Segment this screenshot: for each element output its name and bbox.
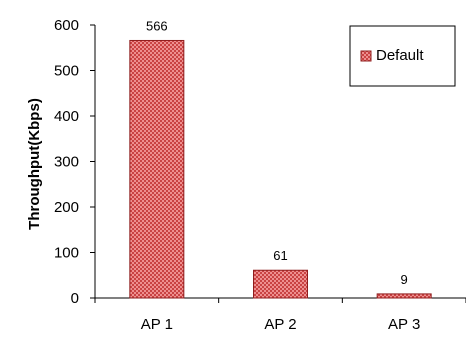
y-tick-label: 600 xyxy=(54,17,79,34)
data-label: 566 xyxy=(146,18,168,33)
legend-swatch xyxy=(360,50,372,62)
y-axis-title: Throughput(Kbps) xyxy=(26,98,43,230)
labels: 0 100 200 300 400 500 600 566 AP 1 61 AP 2 9 AP 3 xyxy=(54,17,420,333)
bar-ap-1 xyxy=(129,39,185,299)
y-tick-label: 500 xyxy=(54,63,79,80)
y-tick-label: 100 xyxy=(54,245,79,262)
bar-ap-2 xyxy=(253,269,308,299)
y-tick-label: 200 xyxy=(54,199,79,216)
legend-label-default: Default xyxy=(376,47,424,64)
data-label: 61 xyxy=(273,248,287,263)
x-tick-label: AP 2 xyxy=(264,316,296,333)
x-tick-label: AP 3 xyxy=(388,316,420,333)
y-tick-label: 300 xyxy=(54,154,79,171)
bar-ap-3 xyxy=(376,293,432,299)
bars xyxy=(129,39,432,299)
y-tick-label: 400 xyxy=(54,108,79,125)
legend: Default xyxy=(349,25,456,87)
x-tick-label: AP 1 xyxy=(141,316,173,333)
y-tick-label: 0 xyxy=(71,290,79,307)
data-label: 9 xyxy=(401,272,408,287)
